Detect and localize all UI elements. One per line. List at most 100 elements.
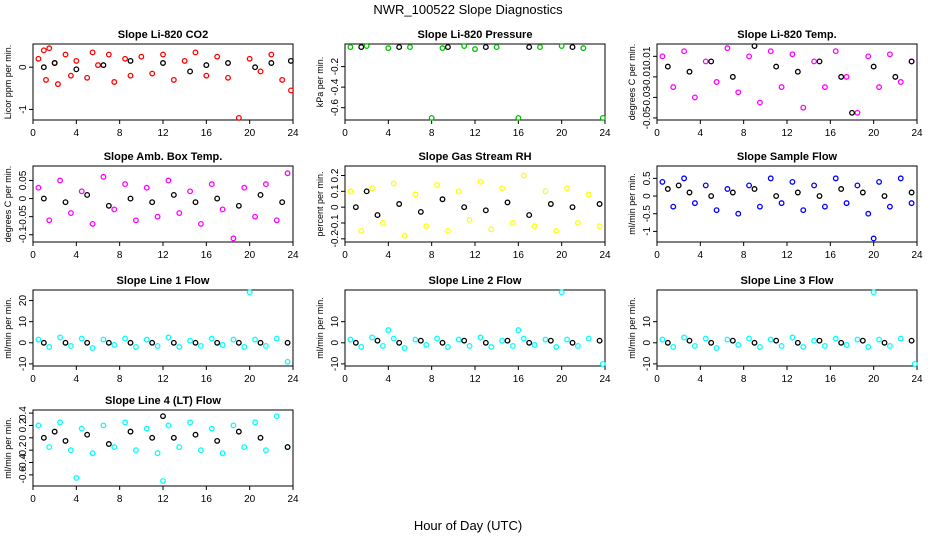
y-axis-label: Licor ppm per min. [3, 45, 13, 120]
data-point [273, 335, 280, 342]
y-tick-label: 10 [330, 316, 341, 328]
data-point [428, 114, 435, 121]
y-tick-label: -0.5 [642, 205, 653, 223]
x-tick-label: 4 [386, 250, 392, 261]
data-point [160, 478, 166, 485]
data-point [423, 223, 430, 230]
data-point [434, 182, 441, 188]
x-tick-label: 24 [599, 250, 611, 261]
series-1 [347, 289, 606, 367]
data-point [149, 434, 156, 441]
data-point [268, 60, 275, 66]
data-point [192, 199, 199, 206]
data-point [886, 203, 893, 210]
data-point [702, 335, 709, 342]
data-point [892, 73, 899, 80]
data-point [122, 419, 129, 426]
x-tick-label: 16 [201, 494, 213, 505]
data-point [897, 175, 904, 182]
x-tick-label: 4 [698, 374, 704, 385]
data-point [246, 289, 253, 296]
x-tick-label: 8 [741, 250, 747, 261]
x-tick-label: 8 [117, 494, 123, 505]
data-point [461, 204, 468, 211]
data-point [252, 336, 259, 343]
data-point [482, 207, 489, 214]
data-point [735, 210, 742, 217]
data-point [284, 339, 291, 346]
data-point [347, 188, 354, 195]
data-point [252, 64, 259, 71]
data-point [100, 173, 107, 180]
data-point [252, 419, 259, 426]
data-point [230, 422, 237, 429]
data-point [466, 216, 473, 223]
y-tick-label: -0.03 [642, 86, 653, 109]
data-point [520, 172, 527, 179]
data-point [100, 62, 107, 69]
x-tick-label: 16 [513, 128, 525, 139]
y-tick-label: 0.05 [18, 170, 29, 190]
y-tick-label: -0.2 [330, 58, 341, 76]
data-point [789, 178, 796, 185]
x-tick-label: 20 [868, 128, 880, 139]
data-point [599, 114, 606, 121]
data-point [434, 335, 441, 342]
data-point [279, 76, 286, 83]
data-point [724, 186, 731, 192]
x-tick-label: 4 [74, 250, 80, 261]
plot-frame [656, 43, 918, 121]
y-tick-label: 0.1 [330, 184, 341, 198]
data-point [257, 434, 264, 441]
x-tick-label: 24 [287, 128, 299, 139]
data-point [504, 199, 511, 206]
data-point [735, 341, 742, 348]
data-point [596, 337, 603, 344]
data-point [870, 63, 877, 70]
data-point [127, 339, 134, 346]
data-point [347, 336, 354, 343]
data-point [691, 342, 698, 349]
data-point [192, 431, 199, 438]
data-point [816, 337, 823, 344]
panel-1: Slope Li-820 CO2 0 4 8 12 16 20 24 -1 0 Licor ppm … [3, 29, 299, 139]
data-point [423, 341, 430, 348]
x-tick-label: 20 [244, 250, 256, 261]
y-tick-label: -1 [18, 105, 29, 114]
data-point [499, 185, 506, 192]
data-point [84, 74, 91, 81]
data-point [865, 210, 872, 217]
data-point [379, 220, 386, 226]
data-point [515, 114, 522, 121]
x-tick-label: 16 [825, 374, 837, 385]
data-point [412, 336, 419, 343]
data-point [472, 46, 478, 53]
data-point [461, 337, 468, 344]
data-point [681, 334, 688, 341]
plot-frame [344, 43, 606, 121]
y-tick-label: -10 [642, 356, 653, 371]
data-point [181, 57, 188, 64]
y-tick-label: 10 [18, 316, 29, 328]
data-point [396, 339, 403, 346]
data-point [664, 339, 671, 346]
x-tick-label: 12 [781, 374, 793, 385]
data-point [385, 45, 392, 52]
data-point [509, 342, 516, 349]
y-tick-label: -0.1 [330, 214, 341, 232]
x-tick-label: 12 [469, 250, 481, 261]
data-point [767, 336, 774, 343]
data-point [675, 182, 682, 189]
data-point [46, 444, 53, 451]
data-point [509, 220, 516, 226]
x-tick-label: 24 [911, 374, 923, 385]
data-point [170, 76, 177, 83]
data-point [702, 182, 709, 189]
data-point [886, 51, 893, 58]
data-point [596, 223, 603, 230]
data-point [832, 335, 839, 342]
y-tick-label: 0 [330, 204, 341, 210]
data-point [659, 178, 666, 185]
